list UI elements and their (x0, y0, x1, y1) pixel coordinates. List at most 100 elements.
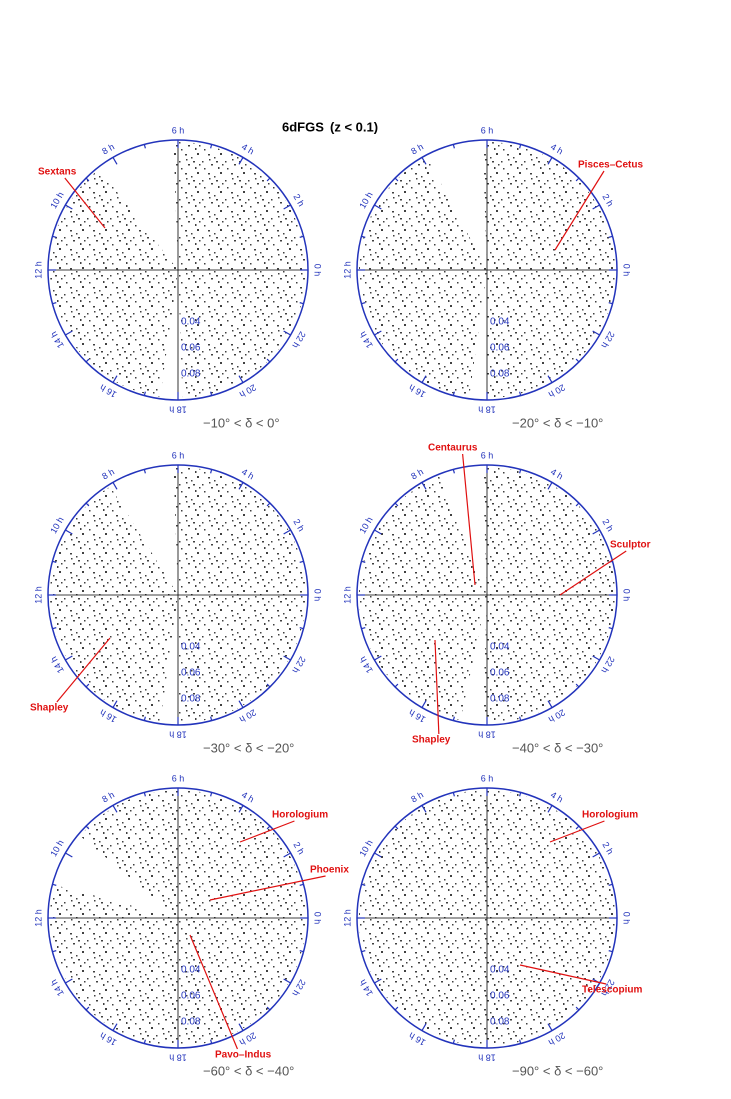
hour-tick (112, 700, 118, 708)
hour-label: 22 h (290, 330, 307, 350)
declination-range: −40° < δ < −30° (512, 740, 603, 755)
hour-tick (394, 502, 399, 507)
polar-panel: 0 h2 h4 h6 h8 h10 h12 h14 h16 h18 h20 h2… (342, 773, 642, 1078)
hour-label: 4 h (549, 790, 565, 805)
hour-label: 20 h (547, 1030, 567, 1047)
hour-label: 2 h (291, 192, 306, 208)
hour-label: 0 h (313, 912, 323, 925)
hour-label: 6 h (172, 773, 185, 783)
hour-label: 16 h (407, 1030, 427, 1047)
redshift-label: 0.06 (490, 343, 510, 354)
hour-label: 16 h (407, 382, 427, 399)
hour-tick (112, 805, 118, 813)
hour-tick (361, 627, 366, 630)
structure-label: Sextans (38, 167, 77, 178)
polar-panel: 0 h2 h4 h6 h8 h10 h12 h14 h16 h18 h20 h2… (342, 125, 643, 430)
hour-tick (283, 655, 291, 661)
hour-label: 0 h (313, 589, 323, 602)
hour-tick (547, 375, 553, 383)
structure-label: Horologium (272, 810, 328, 821)
survey-gap (109, 466, 178, 595)
hour-tick (266, 683, 271, 688)
redshift-label: 0.08 (490, 369, 510, 380)
hour-tick (65, 204, 73, 210)
hour-tick (143, 469, 146, 474)
structure-label: Centaurus (428, 443, 478, 454)
hour-tick (547, 1023, 553, 1031)
panels: 0 h 2 h 4 h 6 h 8 h 10 h 12 h 14 h 16 h 18 h 20 h 2… (30, 125, 651, 1078)
hour-label: 6 h (481, 773, 494, 783)
hour-tick (52, 560, 57, 563)
hour-label: 4 h (549, 467, 565, 482)
hour-label: 8 h (409, 142, 425, 157)
hour-tick (65, 655, 73, 661)
pointer-line (56, 637, 111, 703)
pointer-line (239, 820, 295, 843)
redshift-label: 0.04 (181, 317, 201, 328)
hour-label: 2 h (291, 840, 306, 856)
hour-tick (421, 482, 427, 490)
hour-label: 20 h (238, 707, 258, 724)
hour-label: 10 h (48, 838, 65, 858)
hour-tick (608, 235, 613, 238)
hour-tick (238, 805, 244, 813)
hour-label: 0 h (622, 912, 632, 925)
hour-tick (394, 825, 399, 830)
hour-label: 18 h (478, 730, 496, 740)
hour-tick (394, 177, 399, 182)
pointer-line (189, 934, 239, 1050)
hour-tick (575, 358, 580, 363)
hour-tick (361, 560, 366, 563)
hour-label: 20 h (547, 382, 567, 399)
survey-gap (426, 141, 487, 270)
hour-label: 8 h (409, 467, 425, 482)
hour-label: 16 h (98, 707, 118, 724)
declination-range: −90° < δ < −60° (512, 1063, 603, 1078)
hour-tick (452, 792, 455, 797)
hour-label: 12 h (33, 909, 43, 927)
hour-label: 2 h (600, 517, 615, 533)
hour-tick (238, 157, 244, 165)
hour-tick (547, 482, 553, 490)
hour-tick (65, 529, 73, 535)
survey-gap (98, 141, 178, 270)
hour-label: 8 h (100, 142, 116, 157)
redshift-label: 0.06 (181, 991, 201, 1002)
hour-tick (374, 852, 382, 858)
hour-tick (421, 700, 427, 708)
hour-tick (421, 375, 427, 383)
hour-tick (519, 391, 522, 396)
hour-tick (299, 627, 304, 630)
hour-label: 4 h (240, 790, 256, 805)
hour-label: 14 h (357, 978, 374, 998)
pointer-line (549, 820, 605, 843)
hour-label: 10 h (48, 515, 65, 535)
redshift-label: 0.06 (490, 991, 510, 1002)
hour-tick (52, 627, 57, 630)
hour-tick (592, 529, 600, 535)
pointer-line (559, 550, 627, 596)
declination-range: −30° < δ < −20° (203, 740, 294, 755)
hour-label: 16 h (407, 707, 427, 724)
hour-tick (394, 1006, 399, 1011)
hour-tick (452, 716, 455, 721)
hour-tick (85, 502, 90, 507)
hour-tick (547, 700, 553, 708)
figure-title: 6dFGS (282, 119, 324, 134)
hour-tick (143, 716, 146, 721)
hour-label: 18 h (169, 1053, 187, 1063)
hour-tick (608, 883, 613, 886)
hour-tick (608, 302, 613, 305)
hour-tick (238, 1023, 244, 1031)
hour-label: 2 h (600, 192, 615, 208)
hour-tick (452, 391, 455, 396)
hour-tick (65, 852, 73, 858)
hour-tick (592, 330, 600, 336)
hour-tick (575, 502, 580, 507)
declination-range: −60° < δ < −40° (203, 1063, 294, 1078)
hour-tick (210, 1039, 213, 1044)
structure-label: Pisces–Cetus (578, 160, 643, 171)
hour-tick (85, 358, 90, 363)
hour-label: 20 h (547, 707, 567, 724)
